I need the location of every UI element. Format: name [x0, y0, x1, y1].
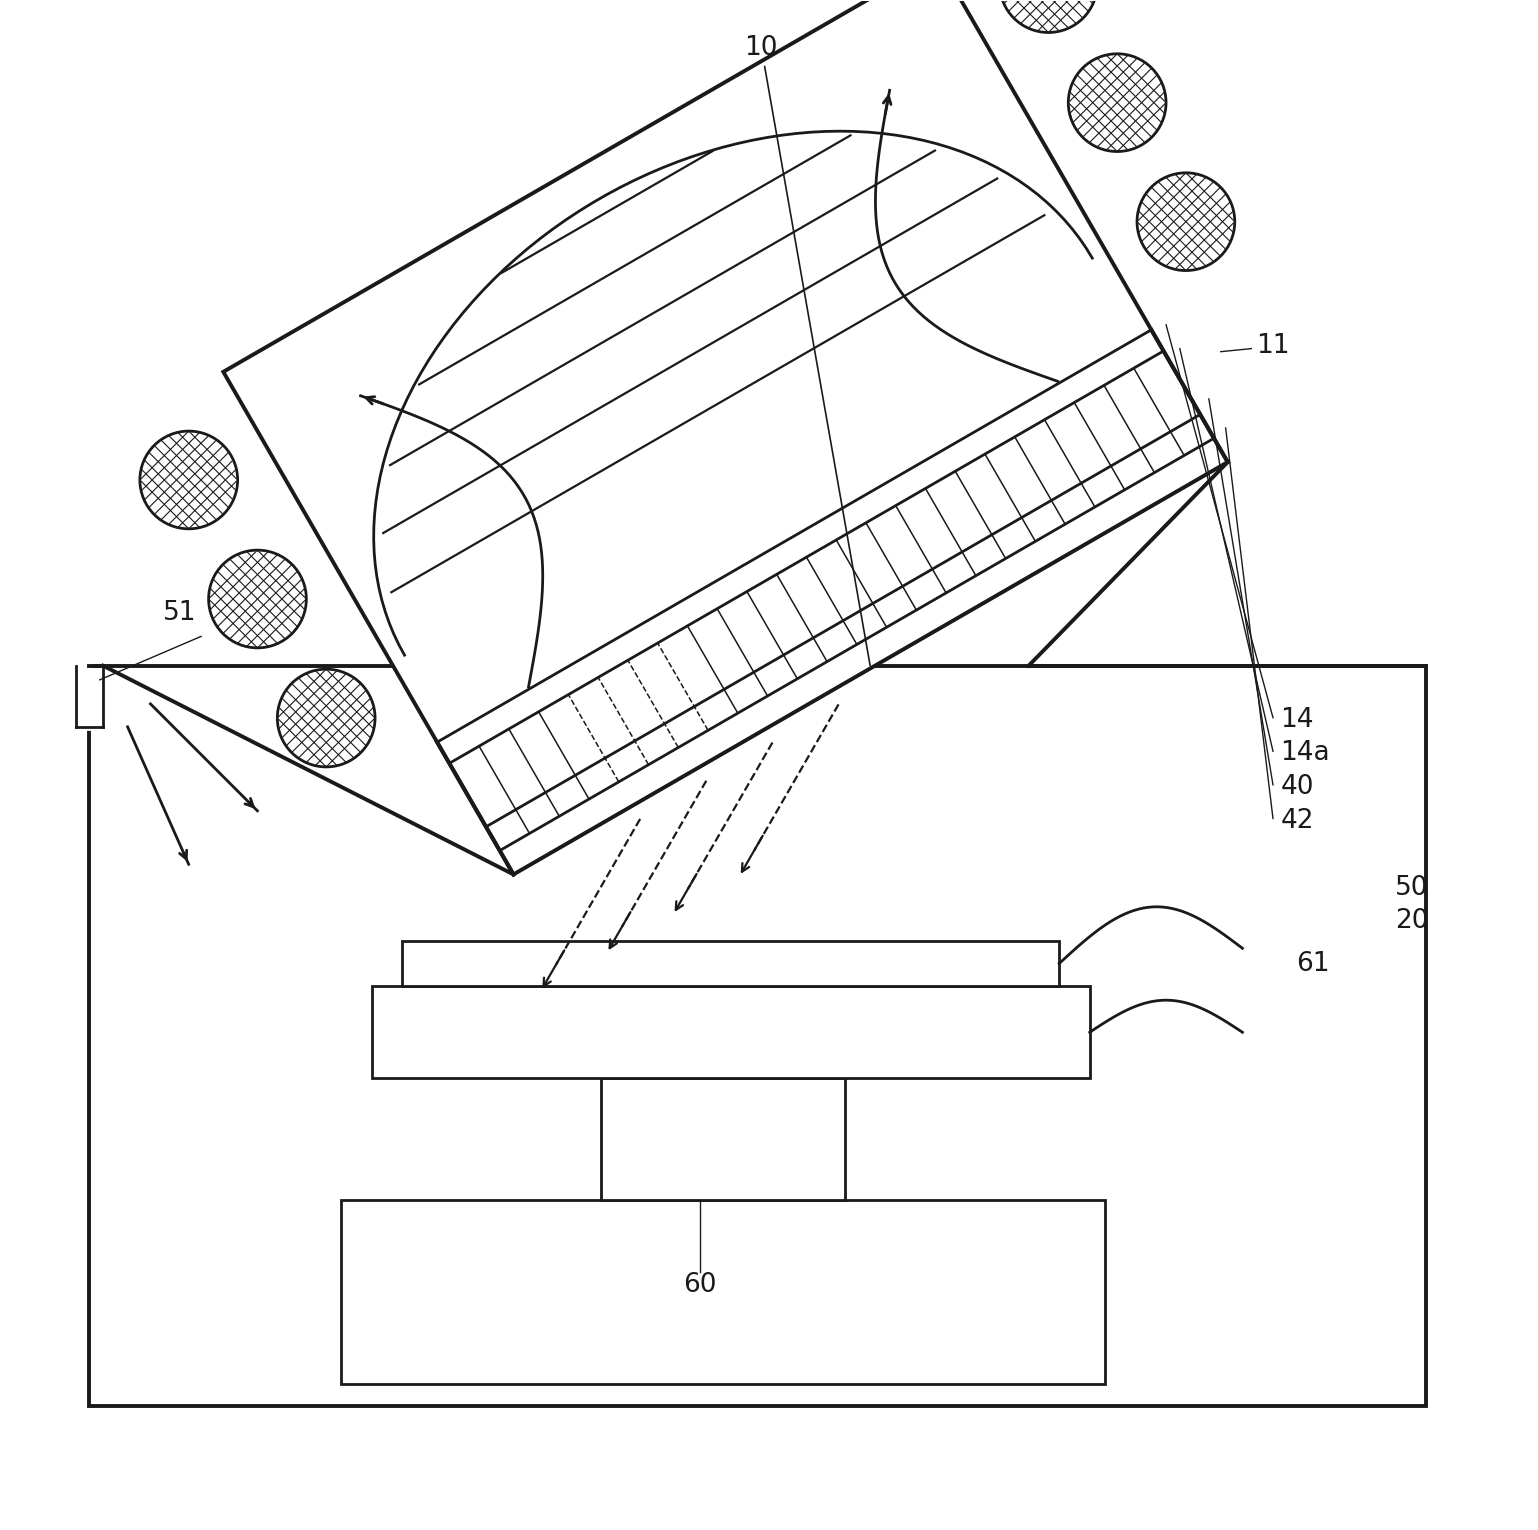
Text: 20: 20 [1395, 909, 1429, 935]
Text: 10: 10 [744, 35, 871, 666]
Text: 14a: 14a [1281, 741, 1330, 767]
Text: 51: 51 [163, 600, 197, 626]
Text: 61: 61 [1297, 952, 1329, 978]
Polygon shape [341, 1200, 1104, 1383]
Text: 40: 40 [1281, 774, 1313, 800]
Circle shape [209, 551, 306, 647]
Circle shape [1137, 173, 1235, 271]
Circle shape [277, 669, 375, 767]
Circle shape [1069, 54, 1166, 151]
Polygon shape [223, 0, 1227, 875]
Text: 60: 60 [683, 1271, 717, 1297]
Text: 42: 42 [1281, 808, 1313, 834]
Text: 14: 14 [1281, 707, 1313, 733]
Circle shape [1000, 0, 1097, 32]
Circle shape [140, 431, 237, 529]
Text: 50: 50 [1395, 875, 1429, 901]
Polygon shape [89, 666, 1426, 1406]
Polygon shape [372, 987, 1090, 1079]
Text: 11: 11 [1257, 332, 1289, 358]
Polygon shape [403, 941, 1060, 987]
Polygon shape [601, 1079, 846, 1200]
